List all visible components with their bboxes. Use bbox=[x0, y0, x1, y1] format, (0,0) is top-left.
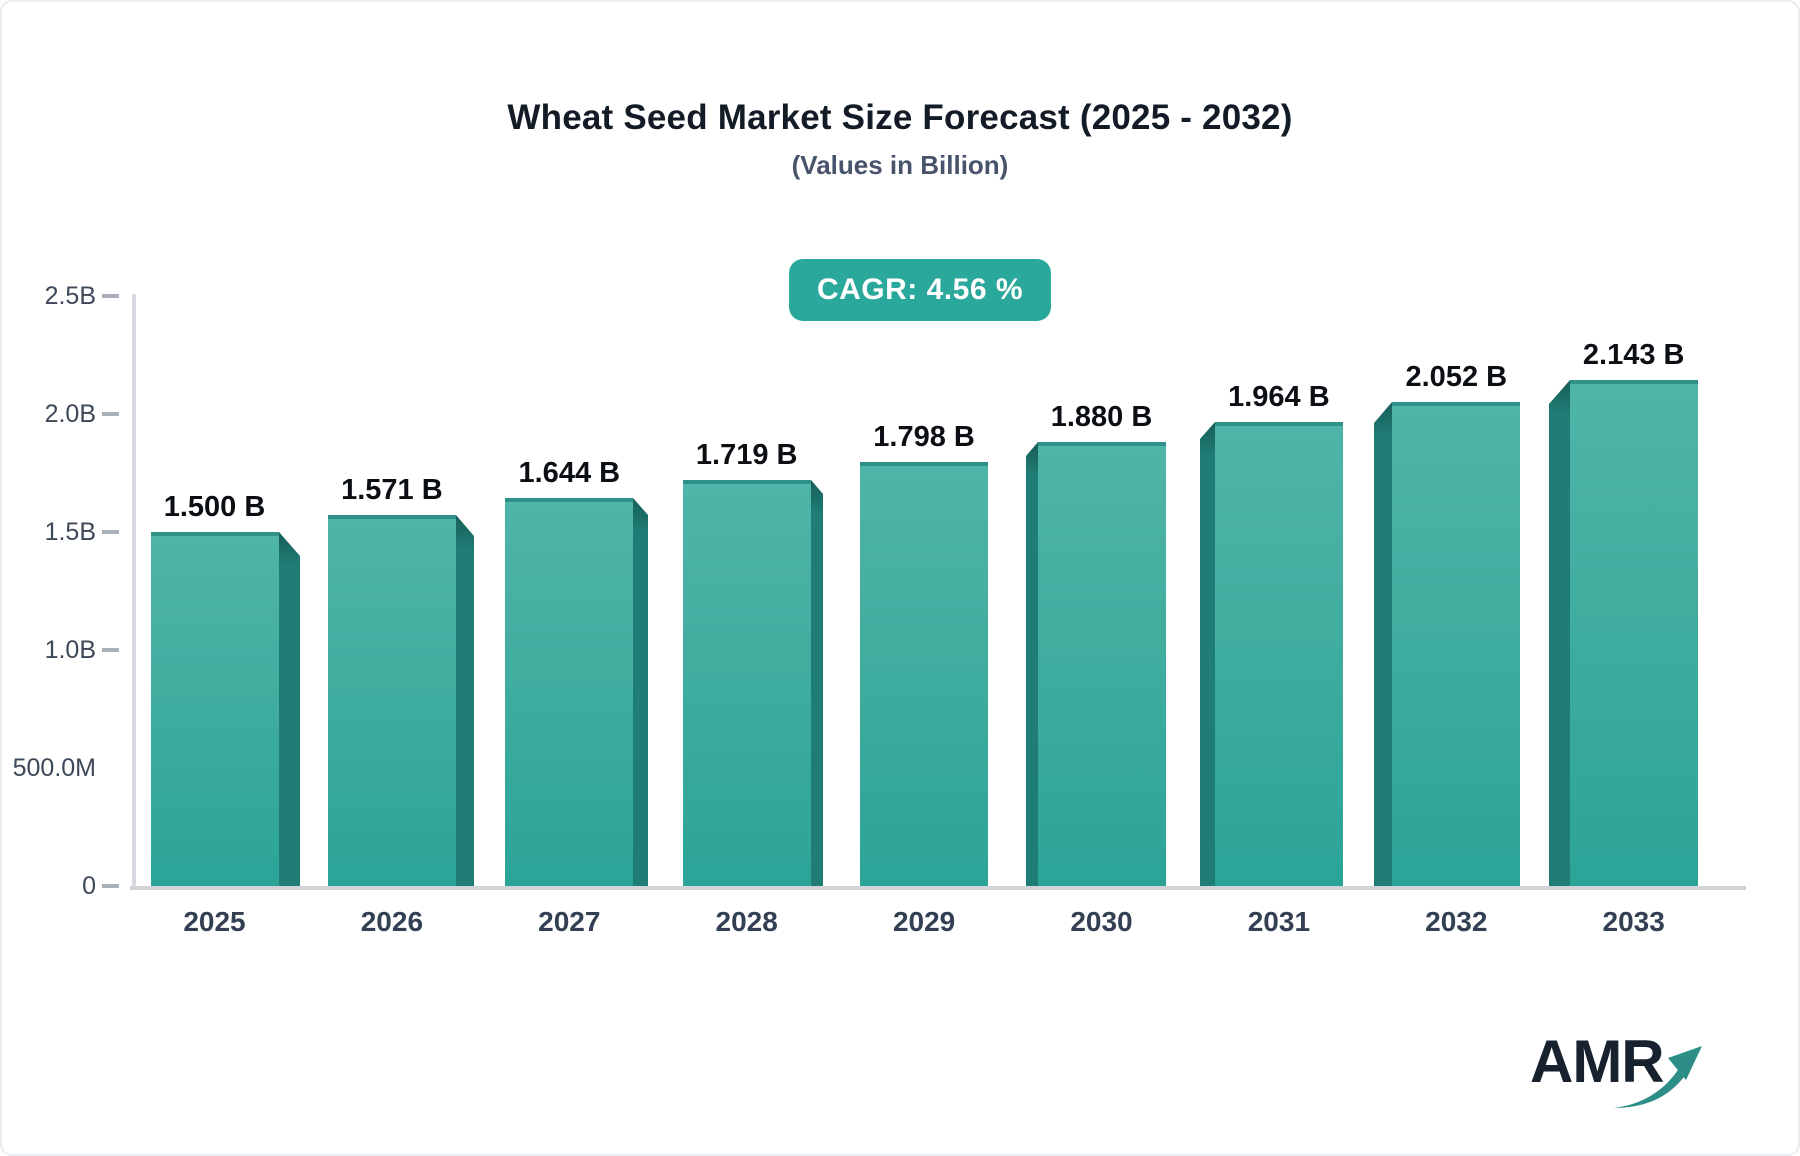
bar-side-shadow bbox=[456, 515, 474, 886]
bar-face bbox=[1570, 380, 1698, 886]
chart-title: Wheat Seed Market Size Forecast (2025 - … bbox=[507, 98, 1293, 137]
bar-value-label-2031: 1.964 B bbox=[1228, 381, 1330, 413]
bar-face bbox=[683, 480, 811, 886]
x-axis-label-2032: 2032 bbox=[1425, 906, 1488, 937]
bar-side-shadow bbox=[633, 498, 648, 886]
y-axis-tick bbox=[102, 530, 119, 534]
y-axis-tick-label: 500.0M bbox=[12, 754, 96, 782]
y-axis-tick bbox=[102, 884, 119, 888]
bar-2028[interactable] bbox=[683, 480, 823, 886]
x-axis-label-2029: 2029 bbox=[892, 906, 956, 937]
bar-value-label-2029: 1.798 B bbox=[873, 421, 975, 453]
x-axis-label-2030: 2030 bbox=[1070, 906, 1133, 937]
bar-side-shadow bbox=[279, 532, 300, 886]
bar-face bbox=[860, 462, 988, 886]
bar-2033[interactable] bbox=[1549, 380, 1698, 886]
bar-2029[interactable] bbox=[860, 462, 988, 886]
y-axis-tick-label: 0 bbox=[82, 872, 96, 900]
bar-value-label-2027: 1.644 B bbox=[518, 457, 621, 489]
amr-logo-text: AMR bbox=[1530, 1028, 1665, 1095]
chart-subtitle: (Values in Billion) bbox=[791, 150, 1009, 180]
y-axis-tick bbox=[102, 412, 119, 416]
cagr-badge: CAGR: 4.56 % bbox=[789, 259, 1051, 321]
y-axis-tick-label: 1.0B bbox=[44, 636, 96, 664]
bar-2031[interactable] bbox=[1200, 422, 1343, 886]
growth-arrow-icon bbox=[1614, 1046, 1702, 1108]
bar-side-shadow bbox=[1026, 442, 1038, 886]
bar-value-label-2030: 1.880 B bbox=[1050, 401, 1153, 433]
bar-value-label-2028: 1.719 B bbox=[695, 439, 798, 471]
x-axis-label-2028: 2028 bbox=[715, 906, 778, 937]
y-axis-tick-label: 1.5B bbox=[44, 518, 96, 546]
bar-face bbox=[1038, 442, 1166, 886]
bar-face bbox=[505, 498, 633, 886]
bar-2026[interactable] bbox=[328, 515, 474, 886]
bar-side-shadow bbox=[1200, 422, 1215, 886]
bar-value-label-2026: 1.571 B bbox=[341, 474, 443, 506]
bar-value-label-2025: 1.500 B bbox=[163, 491, 266, 523]
bar-value-label-2033: 2.143 B bbox=[1582, 339, 1685, 371]
x-axis-label-2026: 2026 bbox=[360, 906, 424, 937]
bar-side-shadow bbox=[1374, 402, 1392, 886]
x-axis-label-2033: 2033 bbox=[1602, 906, 1665, 937]
bar-2025[interactable] bbox=[151, 532, 300, 886]
x-axis-label-2027: 2027 bbox=[538, 906, 601, 937]
bar-face bbox=[1392, 402, 1520, 886]
y-axis-tick-label: 2.0B bbox=[44, 400, 96, 428]
bar-2027[interactable] bbox=[505, 498, 648, 886]
x-axis-label-2031: 2031 bbox=[1247, 906, 1311, 937]
x-axis-label-2025: 2025 bbox=[183, 906, 246, 937]
bar-side-shadow bbox=[811, 480, 823, 886]
y-axis-tick bbox=[102, 294, 119, 298]
y-axis-line bbox=[132, 294, 136, 888]
y-axis-tick bbox=[102, 648, 119, 652]
y-axis-tick-label: 2.5B bbox=[44, 282, 96, 310]
bar-2032[interactable] bbox=[1374, 402, 1520, 886]
amr-logo: AMR bbox=[1530, 1032, 1720, 1122]
bar-face bbox=[1215, 422, 1343, 886]
bar-2030[interactable] bbox=[1026, 442, 1166, 886]
bar-side-shadow bbox=[1549, 380, 1570, 886]
bar-face bbox=[328, 515, 456, 886]
x-axis-baseline bbox=[130, 886, 1746, 890]
bar-face bbox=[151, 532, 279, 886]
bar-value-label-2032: 2.052 B bbox=[1405, 361, 1508, 393]
